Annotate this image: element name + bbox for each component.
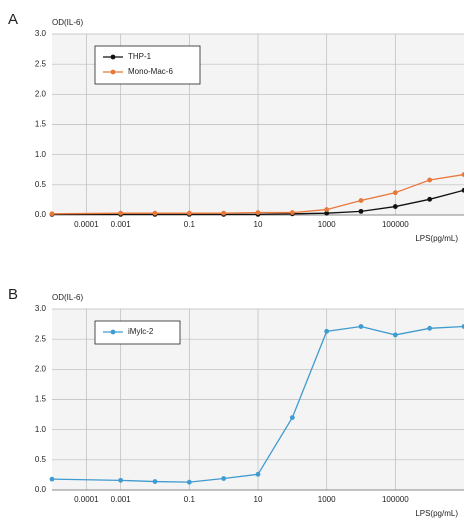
series-line <box>51 173 464 215</box>
data-point <box>186 210 192 216</box>
data-point <box>118 210 124 216</box>
y-tick-label: 2.5 <box>35 59 47 68</box>
y-tick-label: 0.5 <box>35 455 47 464</box>
data-point <box>152 479 158 484</box>
data-point <box>255 210 261 215</box>
data-point <box>289 210 295 215</box>
x-tick-label: 100000 <box>382 220 409 229</box>
y-tick-label: 0.0 <box>35 210 47 219</box>
y-axis-label: OD(IL-6) <box>52 293 83 302</box>
y-tick-label: 0.5 <box>35 180 47 189</box>
y-tick-label: 2.0 <box>35 89 47 98</box>
data-point <box>358 324 364 329</box>
x-tick-label: 10 <box>254 220 263 229</box>
legend-label: Mono-Mac-6 <box>128 67 173 76</box>
legend-label: THP-1 <box>128 52 152 61</box>
x-tick-label: 0.0001 <box>74 495 99 504</box>
data-point <box>427 325 433 331</box>
x-tick-label: 10 <box>254 495 263 504</box>
y-tick-label: 2.5 <box>35 334 47 343</box>
y-tick-label: 1.5 <box>35 395 47 404</box>
legend-marker <box>110 329 116 335</box>
data-point <box>358 208 364 214</box>
x-tick-label: 0.001 <box>111 495 132 504</box>
x-axis-label: LPS(pg/mL) <box>415 234 458 243</box>
y-axis-label: OD(IL-6) <box>52 18 83 27</box>
legend-box <box>94 320 181 345</box>
data-point <box>221 210 227 216</box>
legend-marker <box>110 54 116 60</box>
y-tick-label: 2.0 <box>35 364 47 373</box>
data-point <box>427 196 433 202</box>
data-point <box>324 207 330 212</box>
data-point <box>324 210 330 216</box>
data-point <box>49 476 55 482</box>
panel-label: A <box>8 11 18 28</box>
y-tick-label: 1.0 <box>35 150 47 159</box>
data-point <box>324 328 330 334</box>
x-tick-label: 1000 <box>318 495 336 504</box>
x-tick-label: 1000 <box>318 220 336 229</box>
x-tick-label: 100000 <box>382 495 409 504</box>
panel-label: B <box>8 286 18 303</box>
x-axis-label: LPS(pg/mL) <box>415 509 458 518</box>
x-tick-label: 0.001 <box>111 220 132 229</box>
data-point <box>221 476 227 481</box>
legend-label: iMylc-2 <box>128 327 154 336</box>
data-point <box>358 198 364 203</box>
y-tick-label: 1.5 <box>35 120 47 129</box>
data-point <box>118 477 124 483</box>
y-tick-label: 0.0 <box>35 485 47 494</box>
y-tick-label: 1.0 <box>35 425 47 434</box>
data-point <box>461 324 464 329</box>
data-point <box>255 471 261 477</box>
data-point <box>392 204 398 209</box>
data-point <box>392 332 398 338</box>
x-tick-label: 0.0001 <box>74 220 99 229</box>
data-point <box>186 479 192 485</box>
data-point <box>392 190 398 196</box>
legend-box <box>94 45 201 85</box>
y-tick-label: 3.0 <box>35 304 47 313</box>
series-line <box>52 189 464 216</box>
data-point <box>461 172 464 177</box>
data-point <box>461 187 464 193</box>
legend-marker <box>110 69 116 75</box>
data-point <box>152 210 158 216</box>
data-point <box>49 211 55 217</box>
x-tick-label: 0.1 <box>184 495 196 504</box>
series-line <box>51 325 464 483</box>
data-point <box>289 415 295 420</box>
data-point <box>427 177 433 183</box>
y-tick-label: 3.0 <box>35 29 47 38</box>
x-tick-label: 0.1 <box>184 220 196 229</box>
